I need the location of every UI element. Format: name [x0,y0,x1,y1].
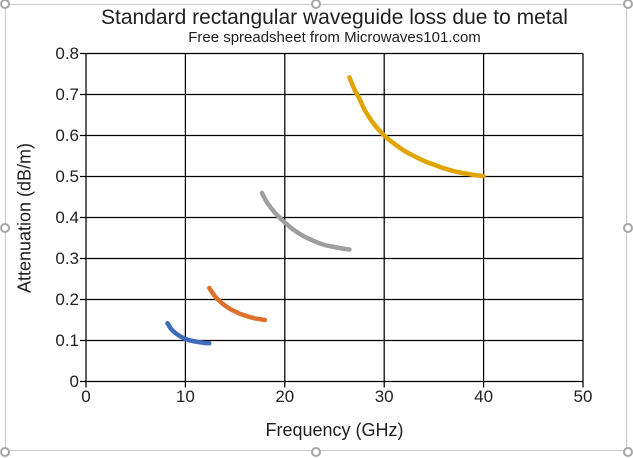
resize-handle-top-left[interactable] [0,0,10,9]
resize-handle-bottom-left[interactable] [0,447,10,457]
chart-title[interactable]: Standard rectangular waveguide loss due … [101,6,568,29]
x-tick-label: 0 [81,387,91,406]
x-axis-title[interactable]: Frequency (GHz) [265,420,404,440]
resize-handle-middle-right[interactable] [623,223,633,233]
resize-handle-bottom-right[interactable] [623,447,633,457]
resize-handle-top-right[interactable] [623,0,633,9]
gold-band-curve[interactable] [347,75,486,179]
resize-handle-middle-left[interactable] [0,223,10,233]
gray-band-curve[interactable] [259,190,352,252]
y-tick-label: 0.2 [55,290,79,309]
y-tick-label: 0.5 [55,167,79,186]
y-tick-label: 0.1 [55,331,79,350]
y-axis-title[interactable]: Attenuation (dB/m) [14,142,35,294]
resize-handle-bottom-center[interactable] [311,447,321,457]
x-tick-label: 10 [175,387,195,406]
y-tick-label: 0.7 [55,85,79,104]
x-tick-label: 40 [474,387,494,406]
y-tick-label: 0.4 [55,208,79,227]
resize-handle-top-center[interactable] [311,0,321,9]
x-tick-label: 30 [374,387,394,406]
x-tick-label: 50 [573,387,593,406]
orange-band-curve[interactable] [207,285,268,323]
chart-subtitle[interactable]: Free spreadsheet from Microwaves101.com [188,29,481,46]
y-tick-label: 0.6 [55,126,79,145]
y-tick-label: 0 [69,372,79,391]
y-tick-label: 0.3 [55,249,79,268]
blue-band-curve[interactable] [165,321,212,346]
x-tick-label: 20 [275,387,295,406]
y-tick-label: 0.8 [55,44,79,63]
